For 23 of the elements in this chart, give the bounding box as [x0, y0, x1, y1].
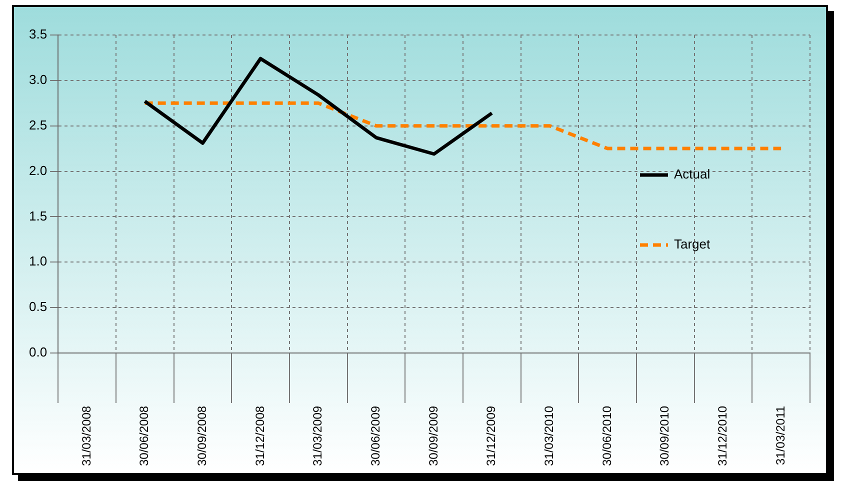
x-tick-label: 31/12/2008	[252, 406, 267, 466]
x-tick-label: 31/03/2009	[310, 406, 325, 466]
x-tick-label: 31/12/2009	[484, 406, 498, 466]
y-tick-label: 3.0	[28, 72, 48, 87]
legend-label: Actual	[674, 166, 710, 182]
y-tick-label: 0.5	[28, 299, 48, 314]
y-tick-label: 0.0	[28, 344, 48, 360]
y-tick-label: 3.5	[28, 26, 48, 42]
x-tick-label: 30/06/2009	[368, 406, 383, 466]
x-tick-label: 31/03/2011	[773, 406, 788, 466]
x-tick-label: 30/09/2009	[426, 406, 440, 466]
y-tick-label: 2.5	[28, 117, 48, 132]
legend-label: Target	[674, 236, 711, 252]
y-tick-label: 1.5	[28, 208, 48, 224]
x-tick-label: 30/09/2010	[658, 406, 672, 466]
y-tick-label: 1.0	[28, 254, 48, 269]
x-tick-label: 31/12/2010	[716, 406, 730, 466]
y-tick-label: 2.0	[28, 162, 48, 178]
x-tick-label: 30/09/2008	[194, 406, 209, 466]
x-tick-label: 31/03/2010	[542, 406, 556, 466]
x-tick-label: 30/06/2010	[600, 406, 614, 466]
x-tick-label: 31/03/2008	[79, 406, 94, 466]
x-tick-label: 30/06/2008	[137, 406, 152, 466]
